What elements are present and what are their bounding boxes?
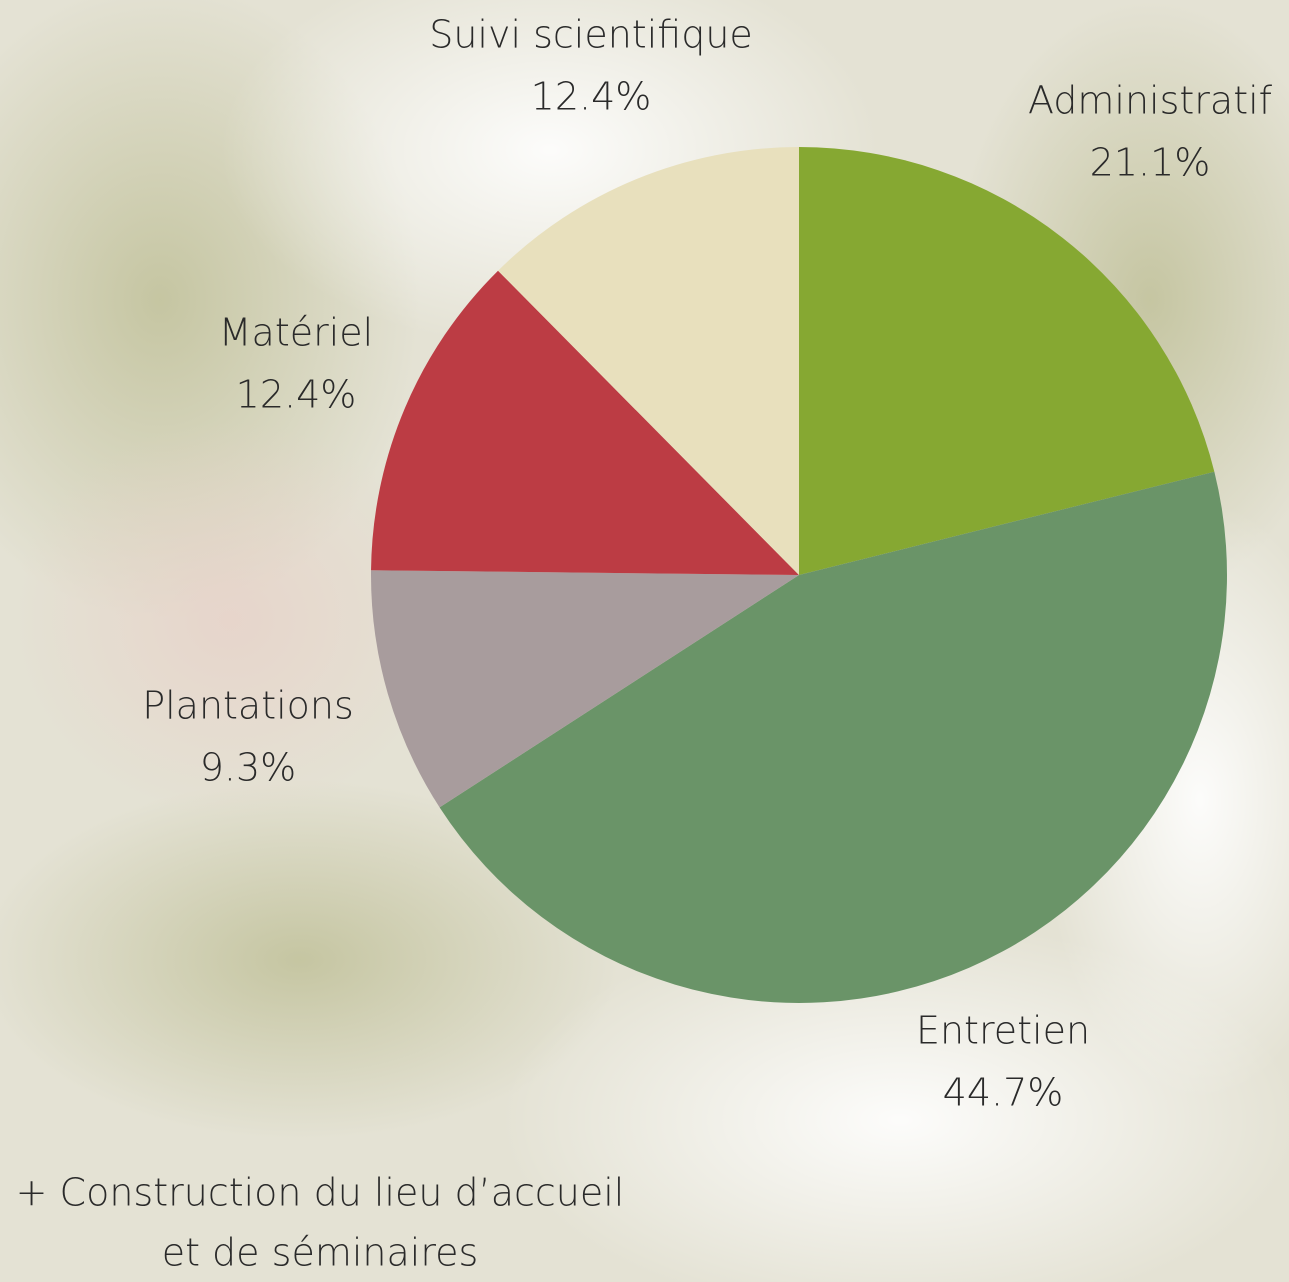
annotation: et de séminaires <box>162 1231 479 1275</box>
page: Administratif 21.1% Entretien 44.7% Plantati… <box>0 0 1289 1282</box>
annotation: + Construction du lieu d’accueil <box>16 1171 625 1215</box>
value-label: 12.4% <box>236 373 357 417</box>
value-label: 44.7% <box>943 1071 1064 1115</box>
category-label: Entretien <box>916 1009 1090 1053</box>
value-label: 21.1% <box>1090 141 1211 185</box>
category-label: Plantations <box>142 684 354 728</box>
chart: Administratif 21.1% Entretien 44.7% Plantati… <box>0 0 1289 1282</box>
category-label: Administratif <box>1028 79 1273 123</box>
category-label: Suivi scientifique <box>429 13 753 57</box>
value-label: 12.4% <box>531 75 652 119</box>
pie <box>371 147 1227 1003</box>
value-label: 9.3% <box>200 746 297 790</box>
category-label: Matériel <box>219 311 373 355</box>
